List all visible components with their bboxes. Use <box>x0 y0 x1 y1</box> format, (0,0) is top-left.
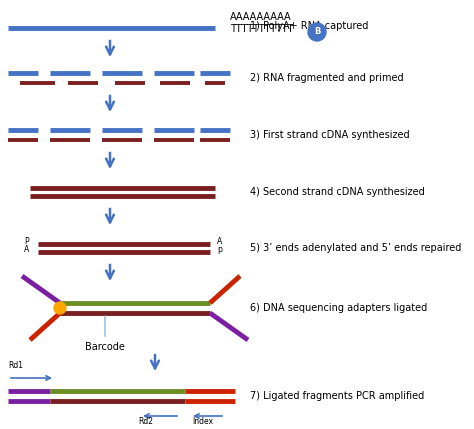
Text: 1) PolyA+ RNA captured: 1) PolyA+ RNA captured <box>250 21 368 31</box>
Text: A: A <box>24 245 29 254</box>
Text: Index: Index <box>192 417 213 426</box>
Text: B: B <box>314 27 320 36</box>
Text: 7) Ligated fragments PCR amplified: 7) Ligated fragments PCR amplified <box>250 391 424 401</box>
Text: A: A <box>218 236 223 245</box>
Circle shape <box>54 302 66 314</box>
Text: Barcode: Barcode <box>85 316 125 352</box>
Text: 4) Second strand cDNA synthesized: 4) Second strand cDNA synthesized <box>250 187 425 197</box>
Text: Rd2: Rd2 <box>138 417 153 426</box>
Text: 5) 3’ ends adenylated and 5’ ends repaired: 5) 3’ ends adenylated and 5’ ends repair… <box>250 243 461 253</box>
Circle shape <box>308 23 326 41</box>
Text: TTTTTTTTTTT: TTTTTTTTTTT <box>230 24 293 34</box>
Text: 3) First strand cDNA synthesized: 3) First strand cDNA synthesized <box>250 130 410 140</box>
Text: 2) RNA fragmented and primed: 2) RNA fragmented and primed <box>250 73 404 83</box>
Text: p: p <box>218 245 222 254</box>
Text: 6) DNA sequencing adapters ligated: 6) DNA sequencing adapters ligated <box>250 303 427 313</box>
Text: AAAAAAAAA: AAAAAAAAA <box>230 12 292 22</box>
Text: Rd1: Rd1 <box>8 361 23 370</box>
Text: P: P <box>25 236 29 245</box>
